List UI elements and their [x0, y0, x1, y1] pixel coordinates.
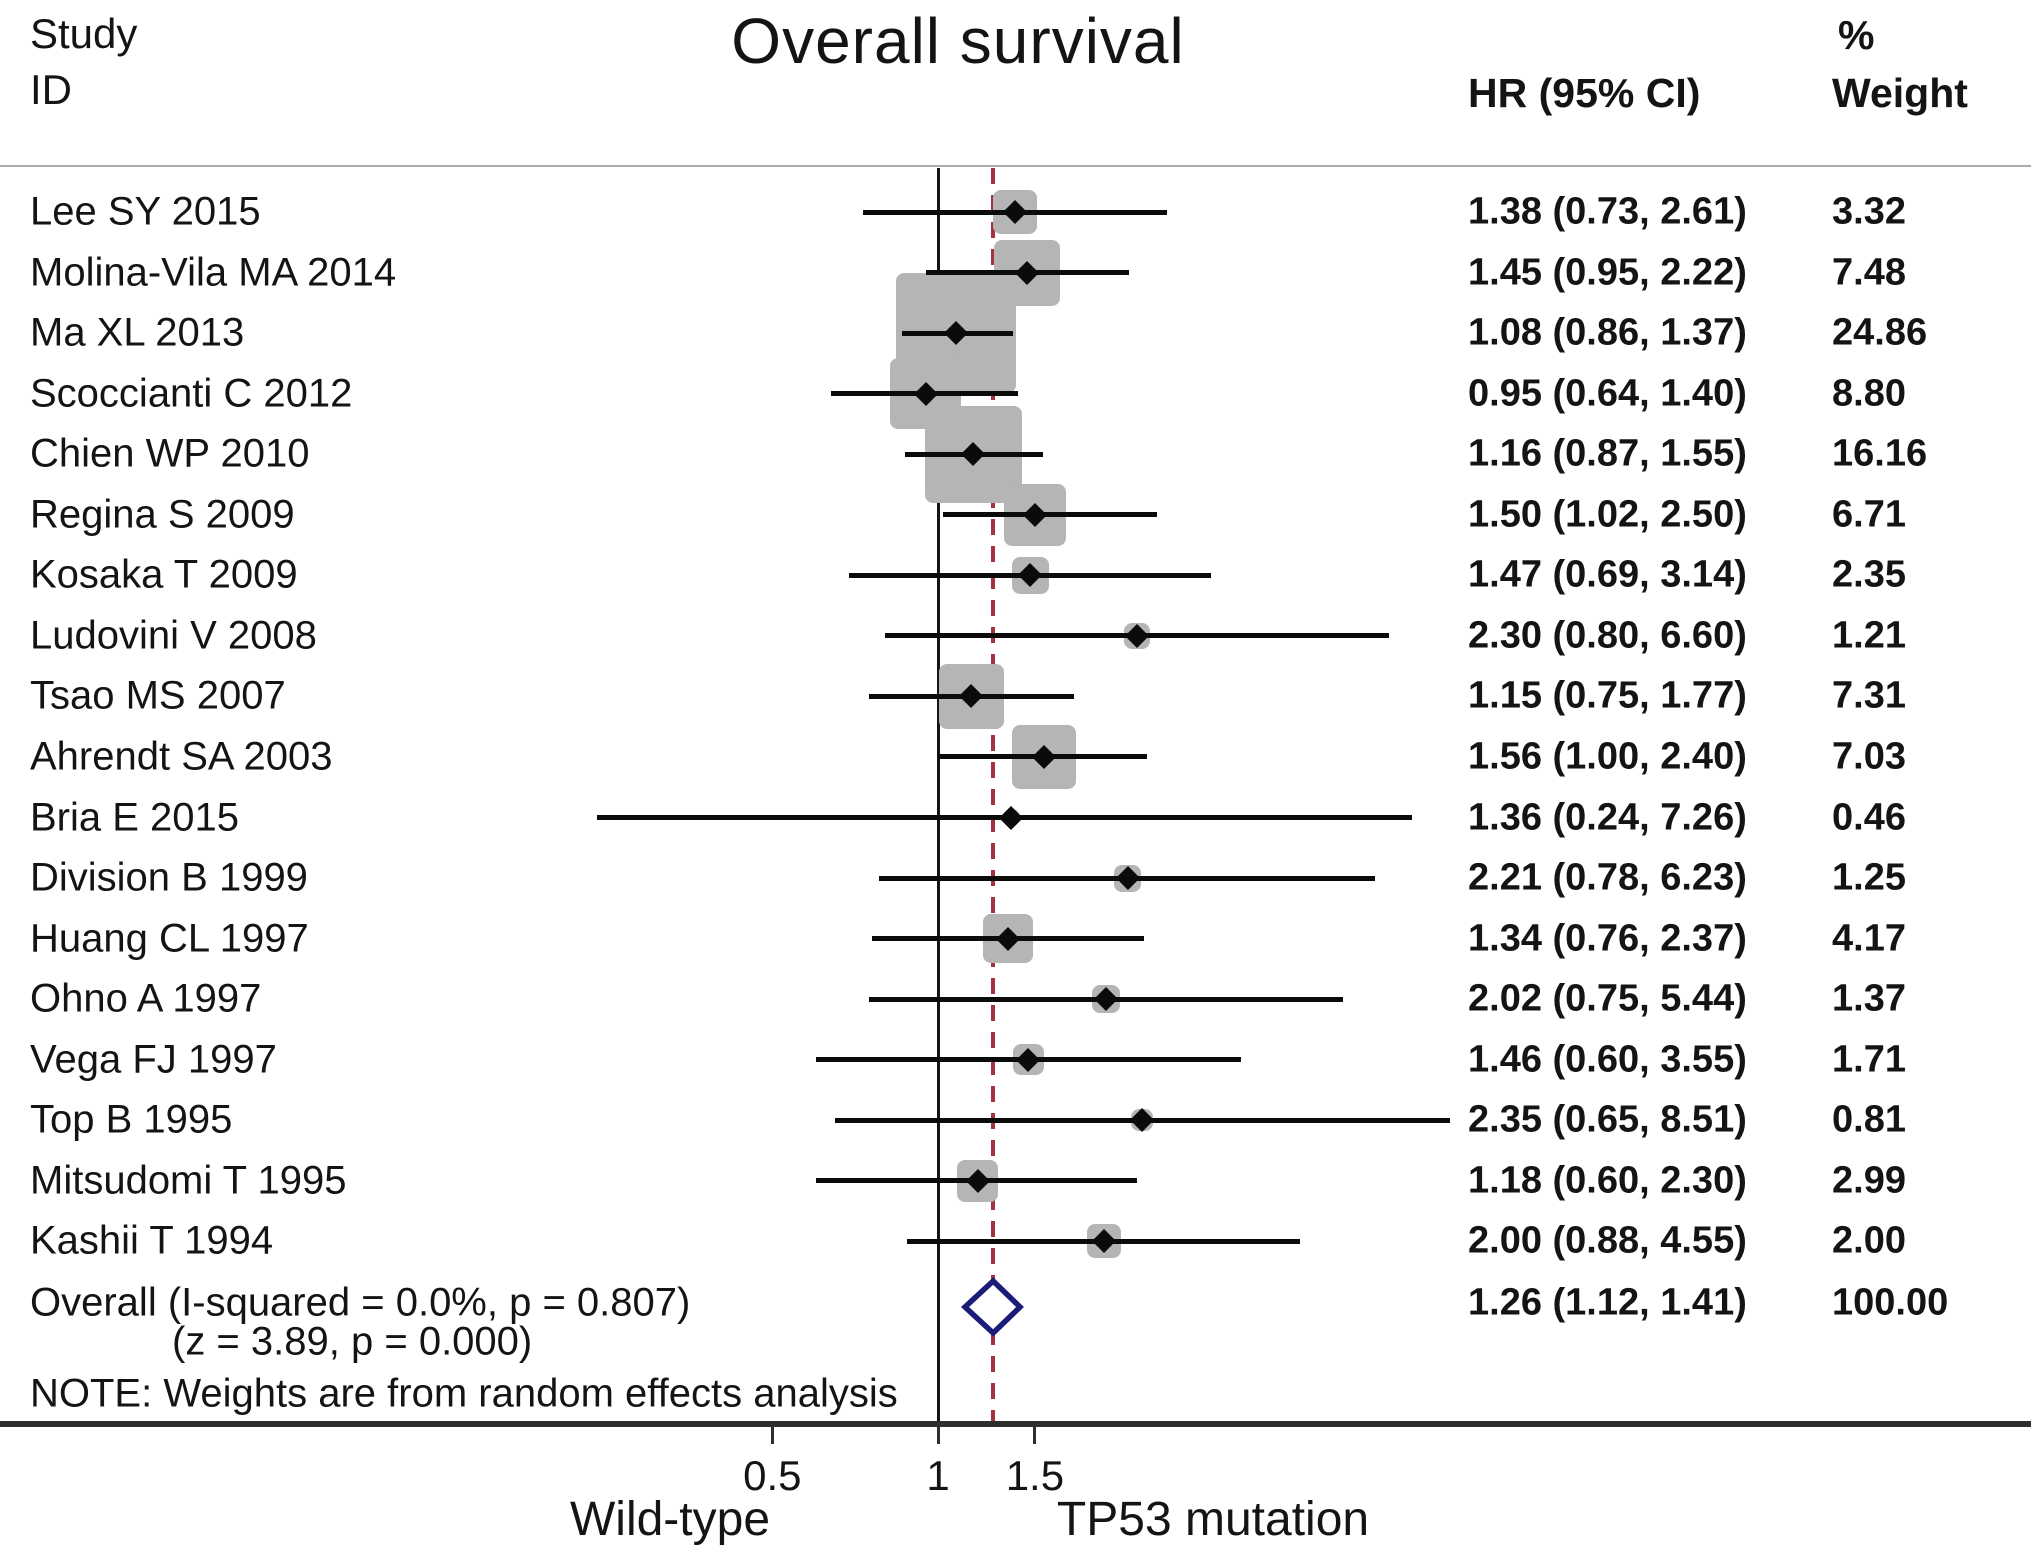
hr-value: 1.47 (0.69, 3.14) [1468, 553, 1747, 596]
ci-line [942, 512, 1157, 518]
column-header-study: Study [30, 10, 138, 57]
x-axis-left-label: Wild-type [569, 1493, 771, 1546]
point-marker [999, 805, 1024, 830]
hr-value: 1.18 (0.60, 2.30) [1468, 1159, 1747, 1202]
column-header-hr: HR (95% CI) [1468, 70, 1701, 116]
study-label: Bria E 2015 [30, 795, 240, 839]
weight-value: 2.35 [1832, 553, 1906, 596]
overall-estimate-dashed-line [991, 168, 996, 1424]
hr-value: 1.15 (0.75, 1.77) [1468, 674, 1747, 717]
hr-value: 0.95 (0.64, 1.40) [1468, 372, 1747, 415]
x-axis-tick [936, 1424, 940, 1444]
study-label: Ludovini V 2008 [30, 613, 317, 658]
weight-value: 2.99 [1832, 1159, 1906, 1202]
weight-value: 1.71 [1832, 1038, 1906, 1081]
study-label: Ahrendt SA 2003 [30, 734, 333, 779]
study-label: Tsao MS 2007 [30, 673, 286, 718]
overall-weight-value: 100.00 [1832, 1281, 1949, 1324]
study-label: Kosaka T 2009 [30, 552, 298, 597]
reference-line [936, 168, 940, 1424]
overall-label-line2: (z = 3.89, p = 0.000) [172, 1319, 533, 1364]
x-axis-line [0, 1421, 2031, 1427]
weight-value: 6.71 [1832, 493, 1906, 536]
hr-value: 1.38 (0.73, 2.61) [1468, 190, 1747, 233]
study-label: Ohno A 1997 [30, 976, 262, 1021]
overall-label: Overall (I-squared = 0.0%, p = 0.807) [30, 1280, 691, 1325]
study-label: Vega FJ 1997 [30, 1037, 277, 1082]
weight-value: 3.32 [1832, 190, 1906, 233]
weight-value: 1.21 [1832, 614, 1906, 657]
weight-value: 4.17 [1832, 917, 1906, 960]
study-label: Regina S 2009 [30, 492, 295, 537]
study-label: Scoccianti C 2012 [30, 371, 353, 416]
weight-value: 1.25 [1832, 856, 1906, 899]
hr-value: 2.00 (0.88, 4.55) [1468, 1219, 1747, 1262]
weight-value: 0.81 [1832, 1098, 1906, 1141]
weight-value: 0.46 [1832, 796, 1906, 838]
weight-value: 7.48 [1832, 251, 1906, 294]
hr-value: 2.02 (0.75, 5.44) [1468, 977, 1747, 1020]
study-label: Huang CL 1997 [30, 916, 309, 961]
chart-title: Overall survival [731, 5, 1185, 77]
study-label: Division B 1999 [30, 855, 308, 900]
study-label: Top B 1995 [30, 1097, 233, 1142]
column-header-id: ID [30, 66, 72, 113]
x-axis-tick-label: 1.5 [1005, 1452, 1065, 1499]
x-axis-tick-label: 1 [926, 1452, 950, 1499]
weight-value: 8.80 [1832, 372, 1906, 415]
x-axis-tick-label: 0.5 [743, 1452, 802, 1499]
hr-value: 1.45 (0.95, 2.22) [1468, 251, 1747, 294]
study-label: Ma XL 2013 [30, 310, 245, 355]
column-header-percent: % [1838, 12, 1875, 58]
hr-value: 2.35 (0.65, 8.51) [1468, 1098, 1747, 1141]
hr-value: 1.56 (1.00, 2.40) [1468, 735, 1747, 778]
hr-value: 2.30 (0.80, 6.60) [1468, 614, 1747, 657]
study-label: Kashii T 1994 [30, 1218, 274, 1263]
header-divider-line [0, 165, 2031, 167]
x-axis-tick [1033, 1424, 1037, 1444]
column-header-weight: Weight [1832, 70, 1968, 116]
study-label: Mitsudomi T 1995 [30, 1158, 347, 1203]
hr-value: 1.50 (1.02, 2.50) [1468, 493, 1747, 536]
weight-value: 2.00 [1832, 1219, 1906, 1262]
hr-value: 2.21 (0.78, 6.23) [1468, 856, 1747, 899]
overall-hr-value: 1.26 (1.12, 1.41) [1468, 1281, 1747, 1324]
random-effects-note: NOTE: Weights are from random effects an… [30, 1371, 898, 1416]
hr-value: 1.34 (0.76, 2.37) [1468, 917, 1747, 960]
weight-value: 7.31 [1832, 674, 1906, 717]
hr-value: 1.16 (0.87, 1.55) [1468, 432, 1747, 475]
x-axis-right-label: TP53 mutation [1056, 1493, 1370, 1546]
weight-value: 1.37 [1832, 977, 1906, 1020]
weight-value: 7.03 [1832, 735, 1906, 778]
hr-value: 1.08 (0.86, 1.37) [1468, 311, 1747, 354]
hr-value: 1.36 (0.24, 7.26) [1468, 796, 1747, 838]
overall-diamond [961, 1277, 1025, 1337]
weight-value: 16.16 [1832, 432, 1928, 475]
study-label: Molina-Vila MA 2014 [30, 250, 397, 295]
hr-value: 1.46 (0.60, 3.55) [1468, 1038, 1747, 1081]
x-axis-tick [770, 1424, 774, 1444]
weight-value: 24.86 [1832, 311, 1928, 354]
study-label: Lee SY 2015 [30, 189, 261, 234]
study-label: Chien WP 2010 [30, 431, 310, 476]
